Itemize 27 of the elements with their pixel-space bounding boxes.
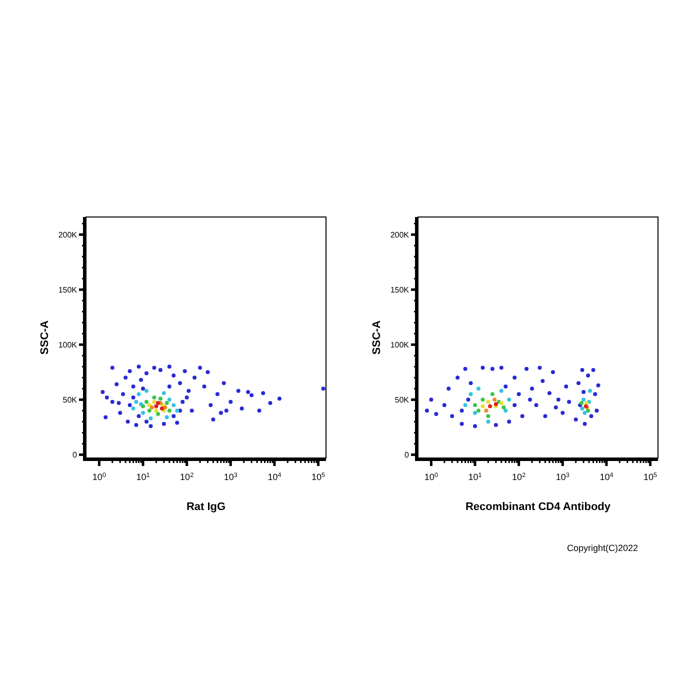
y-tick-label: 150K <box>390 286 410 295</box>
x-tick-label: 10$^{2}$ <box>180 472 194 482</box>
x-tick-label: 10$^{0}$ <box>92 472 106 482</box>
x-tick-label: 10$^{4}$ <box>600 472 614 482</box>
y-tick-label: 0 <box>404 450 410 460</box>
x-tick-label: 10$^{5}$ <box>312 472 326 482</box>
x-tick-label: 10$^{0}$ <box>424 472 438 482</box>
y-tick-label: 200K <box>390 230 410 240</box>
x-tick-label: 10$^{2}$ <box>512 472 526 482</box>
y-tick-label: 50K <box>62 396 78 405</box>
y-tick-label: 150K <box>58 286 78 295</box>
x-tick-label: 10$^{1}$ <box>468 472 482 482</box>
y-tick-label: 50K <box>394 396 410 405</box>
y-axis-title: SSC-A <box>371 320 383 355</box>
y-tick-label: 200K <box>58 230 78 240</box>
x-axis-title: Rat IgG <box>186 501 226 513</box>
x-tick-label: 10$^{1}$ <box>136 472 150 482</box>
y-axis-title: SSC-A <box>39 320 51 355</box>
x-tick-label: 10$^{4}$ <box>268 472 282 482</box>
text: Copyright(C)2022 <box>566 543 638 553</box>
y-tick-label: 100K <box>58 340 78 350</box>
x-tick-label: 10$^{5}$ <box>644 472 658 482</box>
y-tick-label: 0 <box>72 450 78 460</box>
x-tick-label: 10$^{3}$ <box>224 472 238 482</box>
y-tick-label: 100K <box>390 340 410 350</box>
x-tick-label: 10$^{3}$ <box>556 472 570 482</box>
x-axis-title: Recombinant CD4 Antibody <box>465 501 612 513</box>
